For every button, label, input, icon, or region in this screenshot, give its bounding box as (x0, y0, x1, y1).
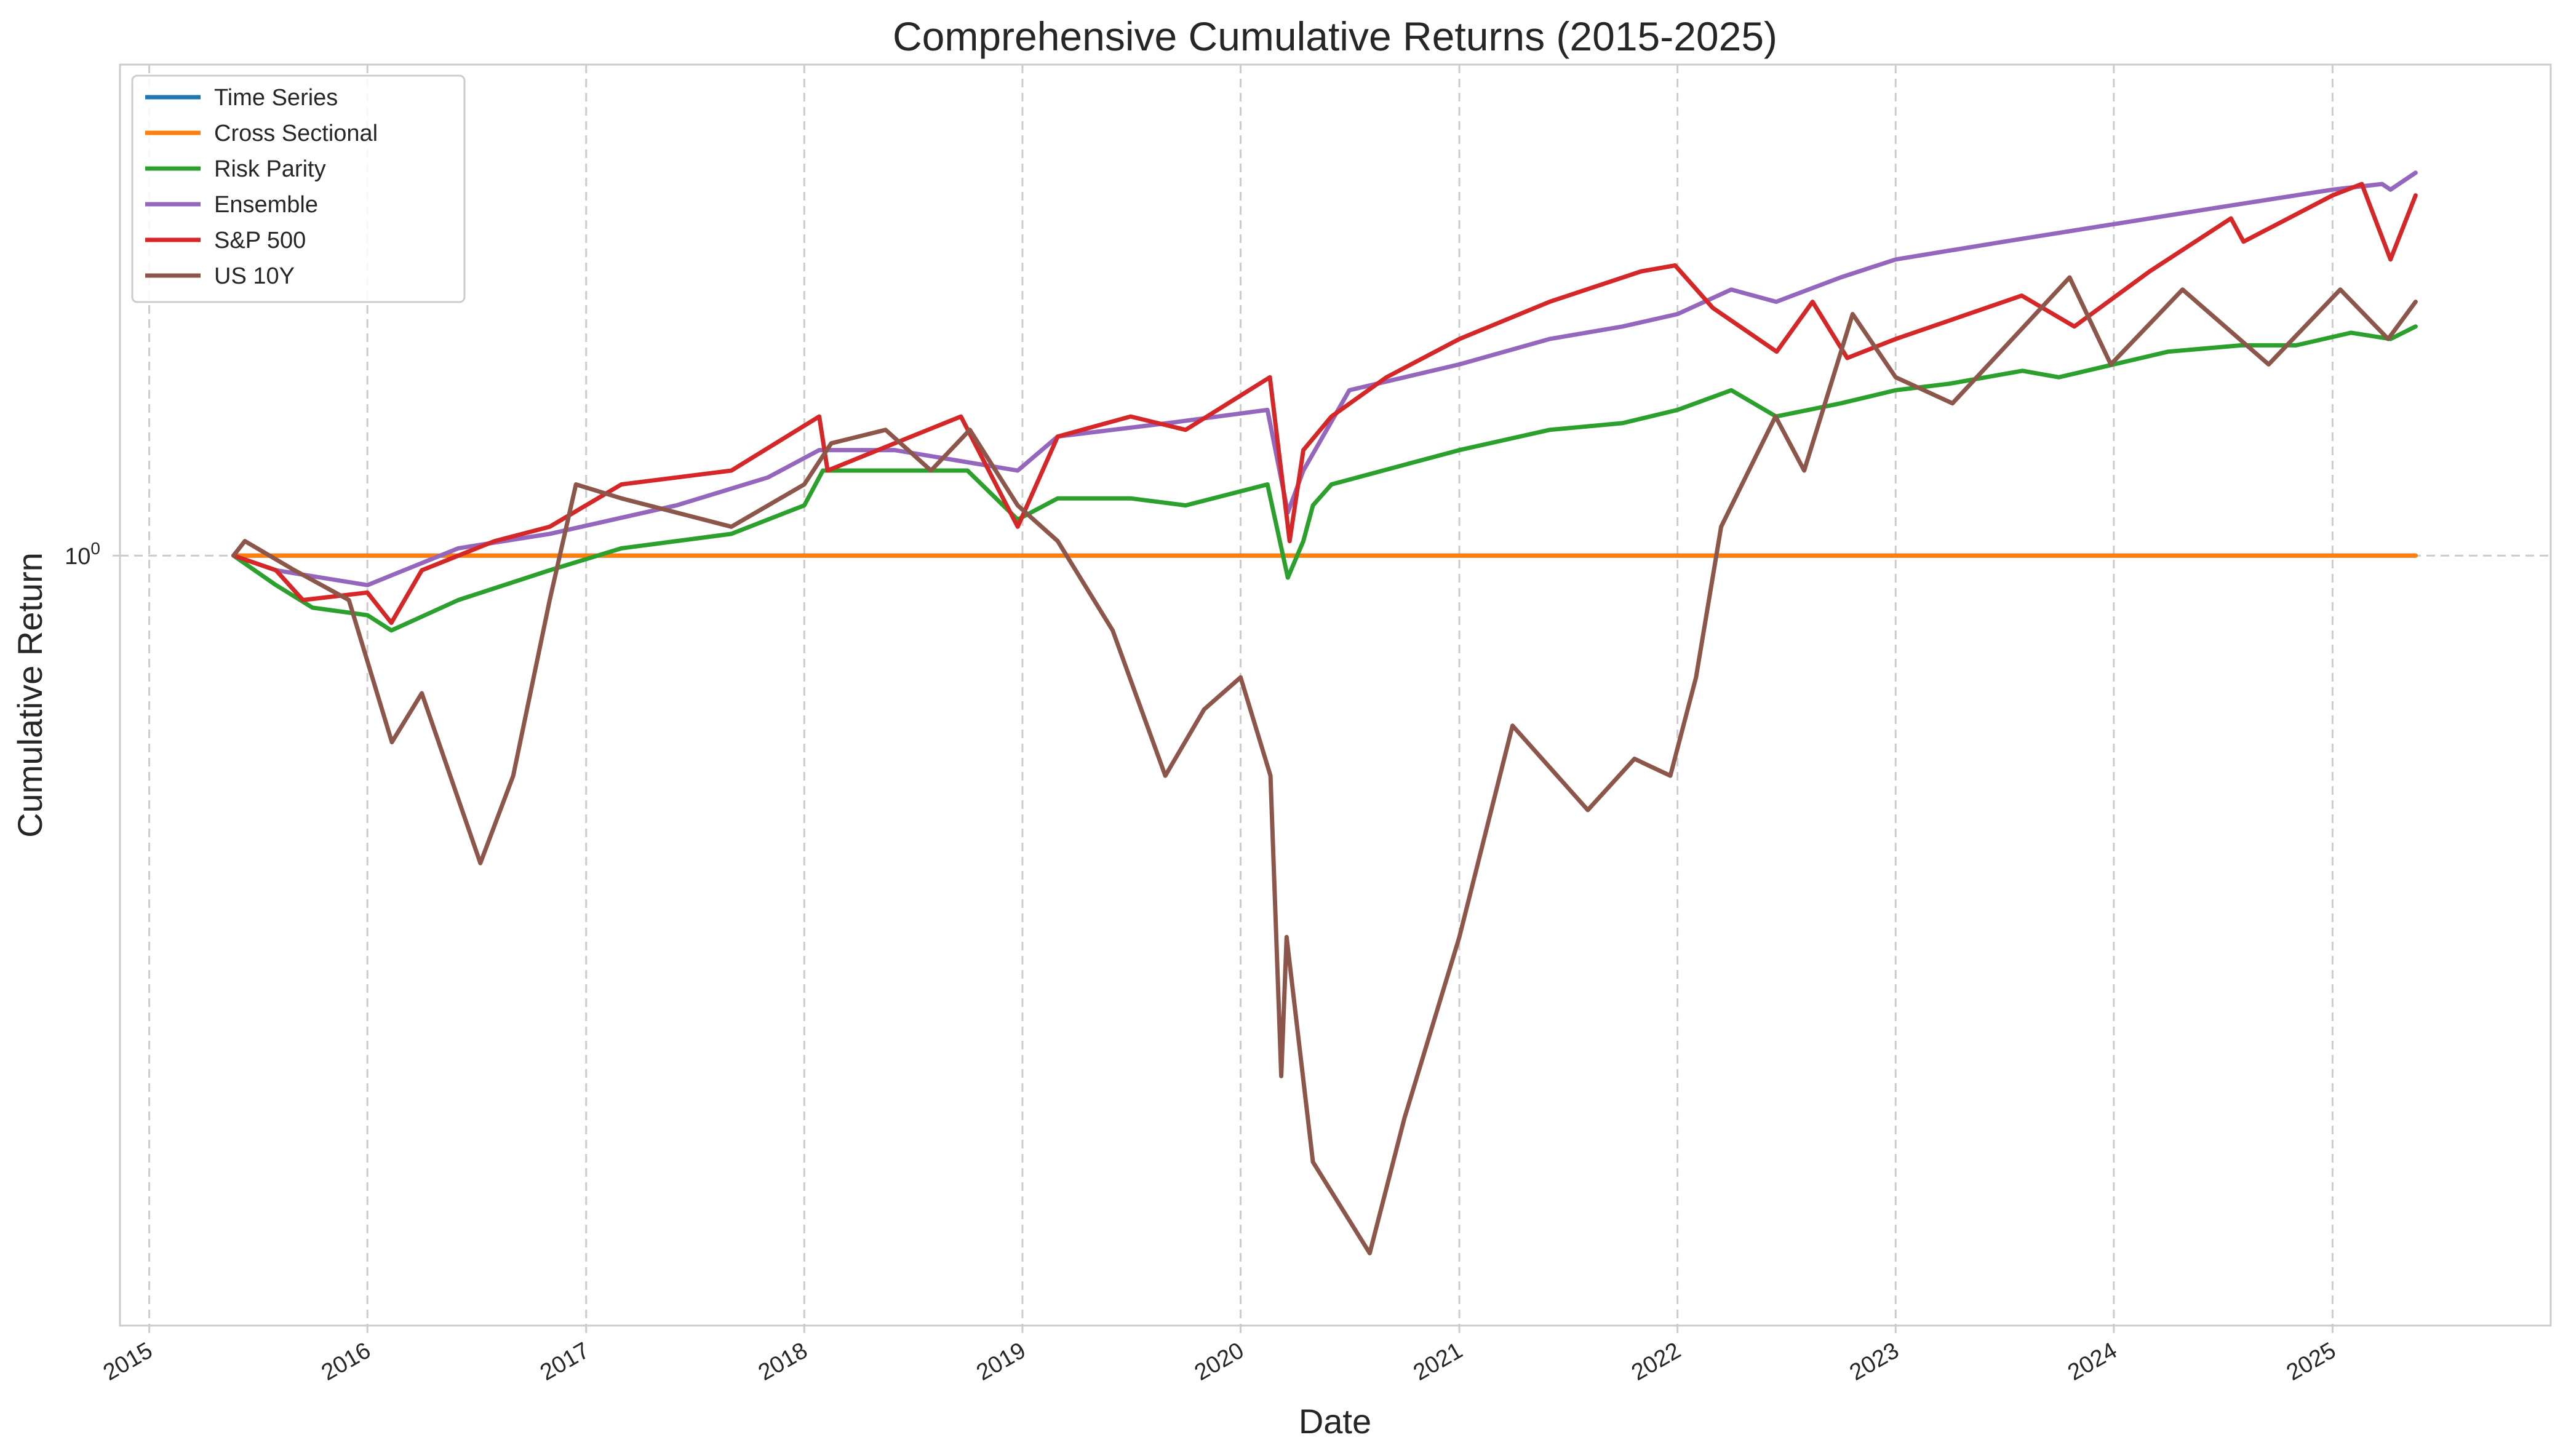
y-axis-label: Cumulative Return (10, 552, 49, 838)
legend-label-4: S&P 500 (214, 228, 306, 253)
series-lines (231, 170, 2418, 1255)
legend-label-3: Ensemble (214, 192, 318, 218)
legend-label-5: US 10Y (214, 263, 295, 289)
x-tick-label: 2022 (1627, 1337, 1685, 1386)
x-tick-label: 2017 (536, 1337, 594, 1386)
plot-background (119, 63, 2552, 1327)
series-line-2 (231, 324, 2418, 633)
chart-title: Comprehensive Cumulative Returns (2015-2… (893, 14, 1777, 59)
series-line-4 (231, 181, 2418, 625)
x-tick-label: 2023 (1846, 1337, 1903, 1386)
y-tick-label: 100 (65, 539, 100, 570)
legend-label-2: Risk Parity (214, 156, 326, 182)
x-tick-label: 2019 (972, 1337, 1030, 1386)
series-line-3 (231, 170, 2418, 587)
legend-label-1: Cross Sectional (214, 121, 378, 146)
x-tick-label: 2015 (99, 1337, 157, 1386)
x-tick-label: 2021 (1409, 1337, 1467, 1386)
series-line-5 (231, 275, 2418, 1255)
x-axis-label: Date (1299, 1402, 1371, 1441)
x-tick-label: 2020 (1190, 1337, 1248, 1386)
legend: Time Series Cross Sectional Risk Parity Ens… (131, 74, 466, 303)
legend-label-0: Time Series (214, 85, 338, 111)
x-tick-label: 2016 (317, 1337, 375, 1386)
legend-box (131, 74, 466, 303)
x-tick-label: 2018 (754, 1337, 812, 1386)
x-tick-label: 2025 (2282, 1337, 2340, 1386)
grid (120, 65, 2551, 1326)
x-tick-label: 2024 (2063, 1337, 2121, 1386)
